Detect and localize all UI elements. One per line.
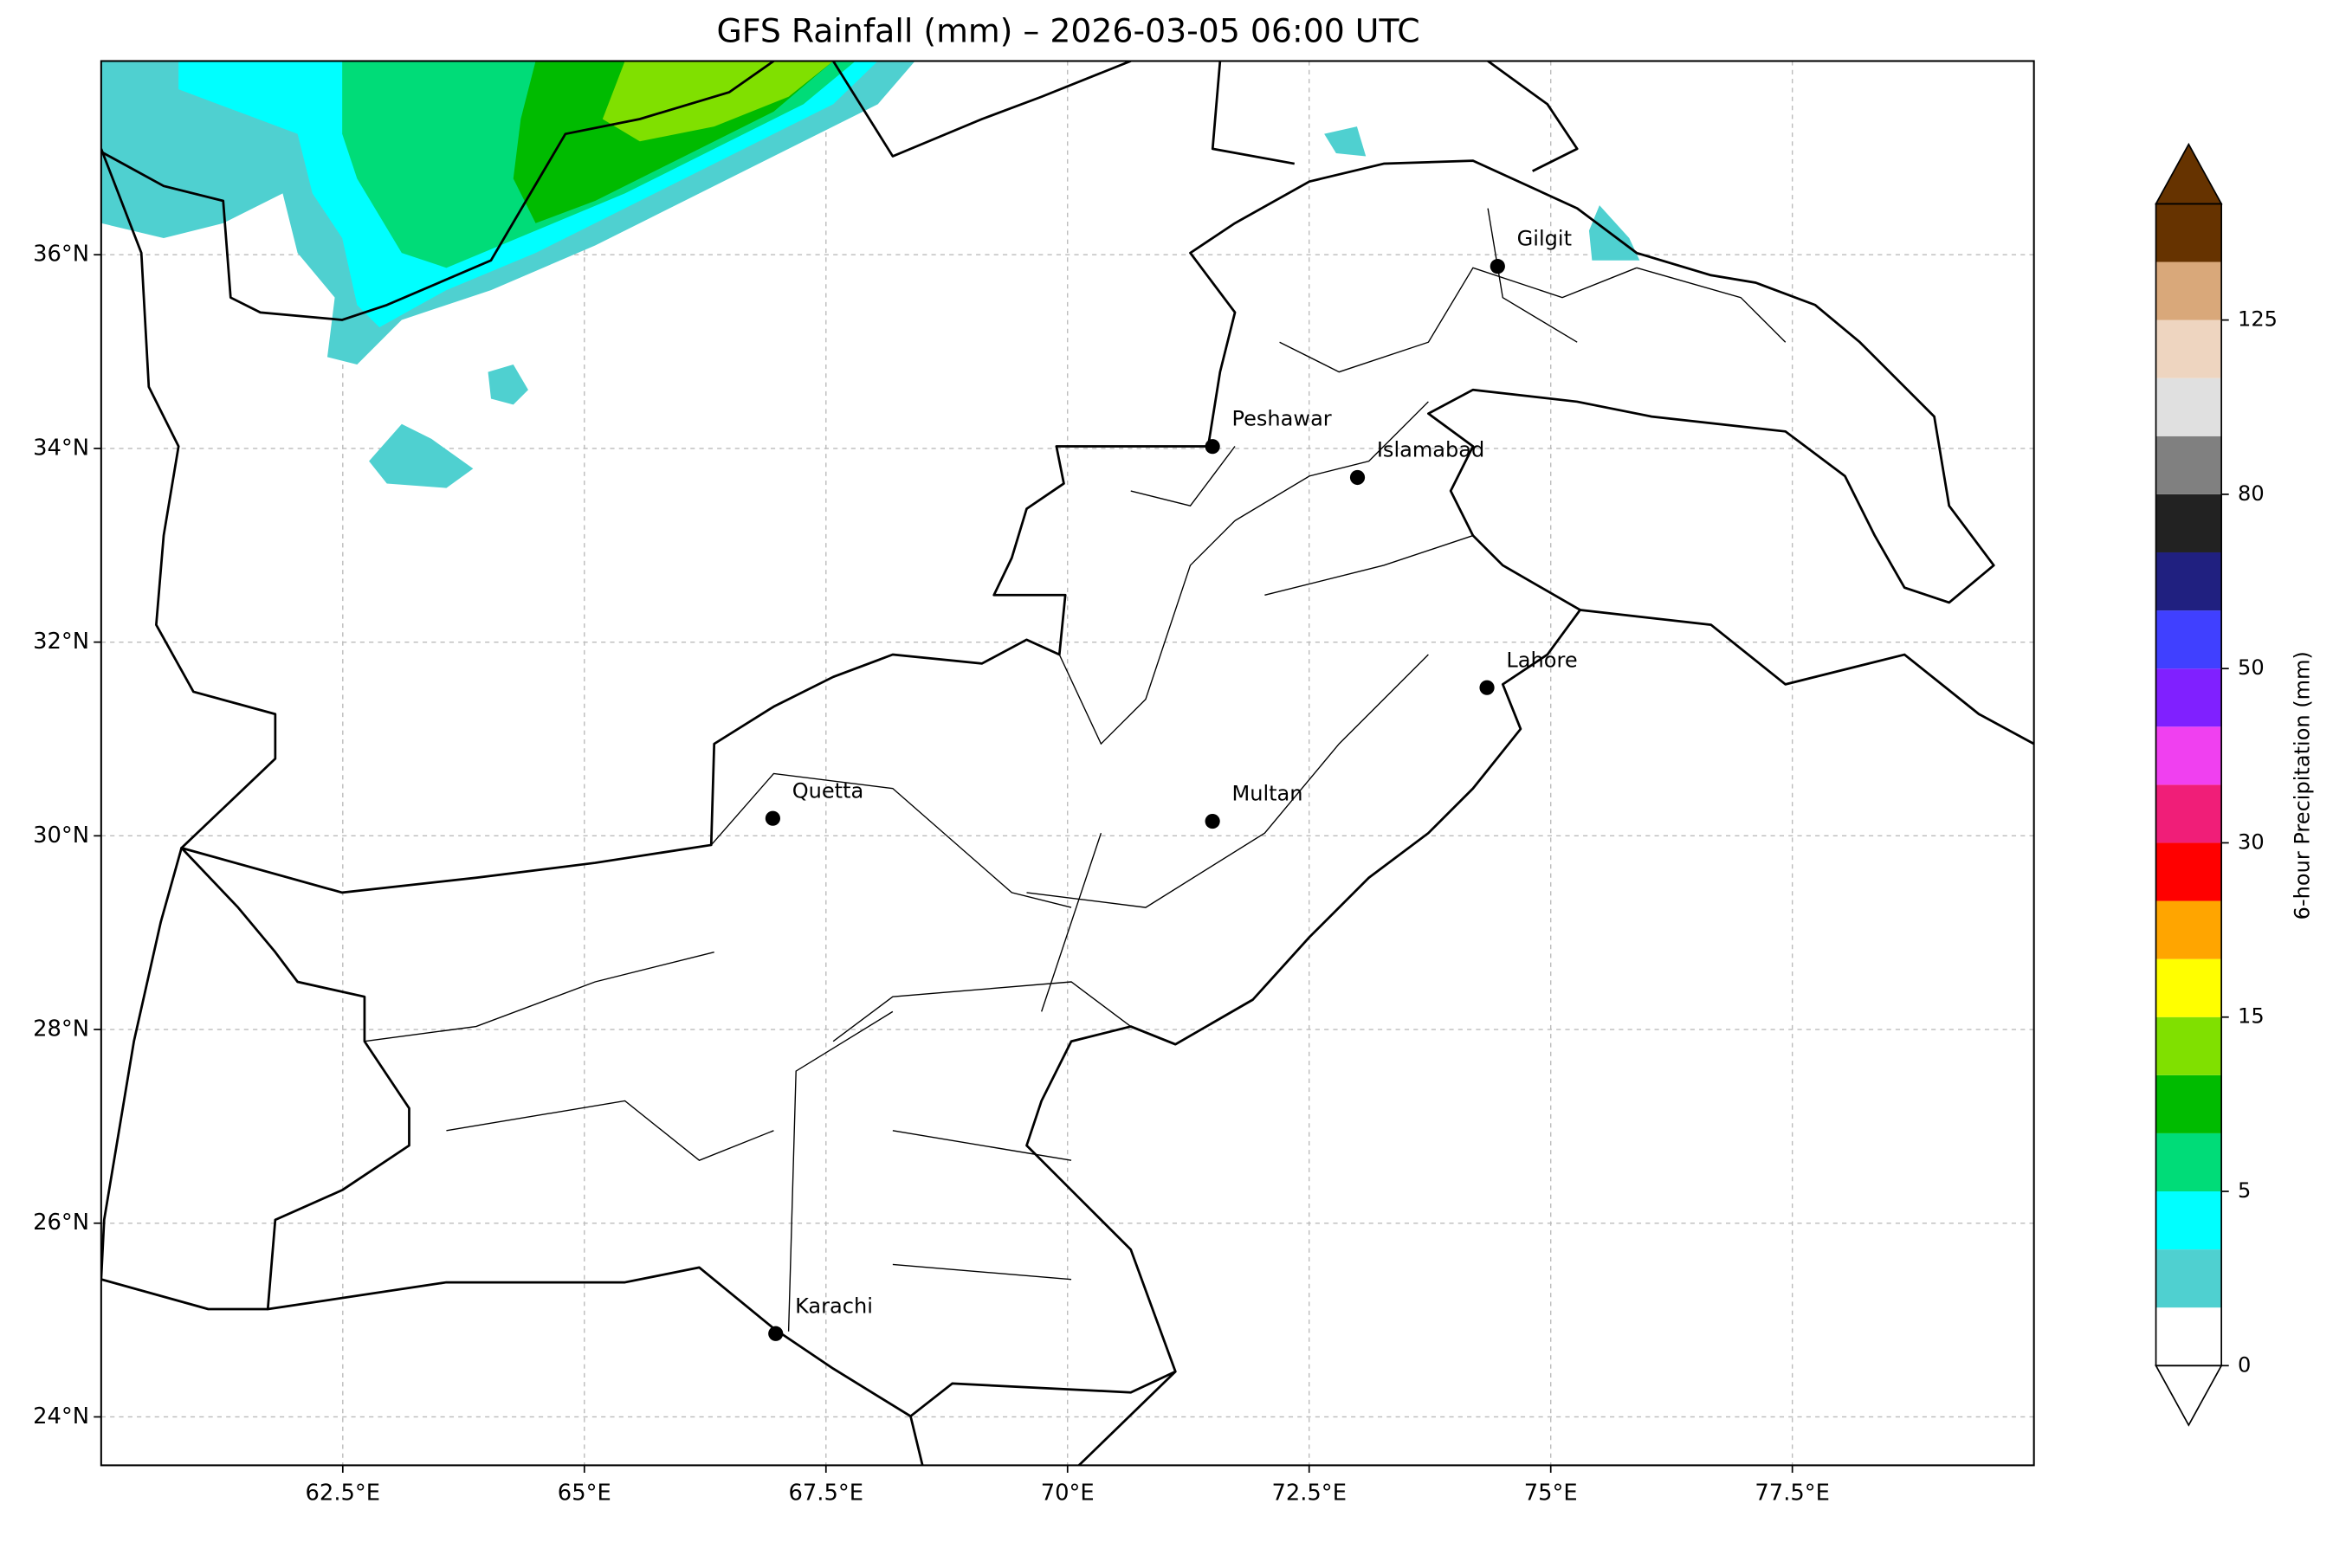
- x-tick-label: 65°E: [558, 1481, 611, 1507]
- colorbar-tick-label: 15: [2238, 1004, 2265, 1029]
- province-border: [1130, 208, 1787, 507]
- colorbar-tick-label: 5: [2238, 1178, 2251, 1203]
- city-label: Quetta: [792, 778, 864, 803]
- city-marker: [1490, 259, 1505, 274]
- y-tick-label: 34°N: [33, 435, 89, 461]
- colorbar-segment: [2155, 319, 2222, 378]
- colorbar-tick-label: 80: [2238, 481, 2265, 506]
- x-tick-label: 67.5°E: [788, 1481, 863, 1507]
- colorbar-segment: [2155, 1074, 2222, 1133]
- map-title: GFS Rainfall (mm) – 2026-03-05 06:00 UTC: [717, 11, 1420, 49]
- x-tick-label: 62.5°E: [306, 1481, 381, 1507]
- country-border: [100, 61, 1579, 321]
- country-border: [100, 148, 277, 1311]
- y-tick-label: 32°N: [33, 629, 89, 655]
- colorbar-segment: [2155, 784, 2222, 843]
- colorbar-segment: [2155, 1016, 2222, 1075]
- colorbar-tick-label: 125: [2238, 307, 2278, 332]
- colorbar-segment: [2155, 610, 2222, 669]
- x-tick-label: 75°E: [1524, 1481, 1578, 1507]
- colorbar: 0 5 15 30 50 80 125: [2155, 142, 2278, 1427]
- city-marker: [1479, 680, 1495, 695]
- map-frame: [100, 60, 2035, 1467]
- colorbar-tick-label: 30: [2238, 829, 2265, 854]
- city-marker: [1205, 813, 1220, 829]
- city-marker: [1349, 469, 1366, 486]
- y-tick-label: 36°N: [33, 242, 89, 268]
- colorbar-segment: [2155, 668, 2222, 727]
- colorbar-segment: [2155, 1191, 2222, 1250]
- colorbar-segment: [2155, 842, 2222, 901]
- grid: 62.5°E 65°E 67.5°E 70°E 72.5°E 75°E 77.5°E 24°N…: [33, 61, 2034, 1507]
- colorbar-segment: [2155, 958, 2222, 1017]
- city-label: Peshawar: [1231, 407, 1331, 431]
- colorbar-label: 6-hour Precipitation (mm): [2291, 651, 2315, 920]
- colorbar-tick-label: 50: [2238, 655, 2265, 680]
- colorbar-segment: [2155, 1249, 2222, 1308]
- colorbar-segment: [2155, 261, 2222, 320]
- colorbar-segment: [2155, 726, 2222, 785]
- colorbar-segment: [2155, 436, 2222, 494]
- country-border: [180, 159, 1995, 1418]
- colorbar-frame: [2155, 203, 2223, 1367]
- x-tick-label: 72.5°E: [1271, 1481, 1347, 1507]
- x-tick-label: 77.5°E: [1755, 1481, 1830, 1507]
- rain-area: [369, 423, 474, 488]
- city-marker: [765, 810, 780, 826]
- colorbar-segment: [2155, 1307, 2222, 1366]
- rain-area: [602, 61, 834, 142]
- cities: Gilgit Peshawar Islamabad Lahore Quetta Multa…: [765, 227, 1578, 1341]
- city-label: Islamabad: [1377, 438, 1484, 462]
- y-tick-label: 30°N: [33, 823, 89, 849]
- colorbar-segment: [2155, 552, 2222, 611]
- city-label: Multan: [1231, 782, 1302, 806]
- rain-area: [488, 364, 528, 405]
- colorbar-segment: [2155, 377, 2222, 436]
- colorbar-segment: [2155, 203, 2222, 262]
- colorbar-extend: [2155, 142, 2223, 205]
- city-marker: [1205, 439, 1220, 455]
- city-label: Lahore: [1506, 648, 1577, 672]
- rain-area: [1324, 126, 1367, 157]
- city-label: Gilgit: [1517, 227, 1572, 251]
- y-tick-label: 26°N: [33, 1210, 89, 1236]
- city-marker: [768, 1326, 784, 1341]
- y-tick-label: 28°N: [33, 1016, 89, 1042]
- province-border: [364, 401, 1474, 1332]
- y-tick-label: 24°N: [33, 1403, 89, 1429]
- colorbar-extend: [2155, 1365, 2223, 1427]
- colorbar-segment: [2155, 494, 2222, 552]
- city-label: Karachi: [795, 1294, 873, 1318]
- x-tick-label: 70°E: [1041, 1481, 1095, 1507]
- map-layer: [100, 61, 2034, 1466]
- country-border: [909, 609, 2034, 1466]
- colorbar-tick-label: 0: [2238, 1352, 2251, 1377]
- colorbar-segment: [2155, 900, 2222, 959]
- colorbar-segment: [2155, 1132, 2222, 1192]
- rain-area: [1588, 205, 1640, 261]
